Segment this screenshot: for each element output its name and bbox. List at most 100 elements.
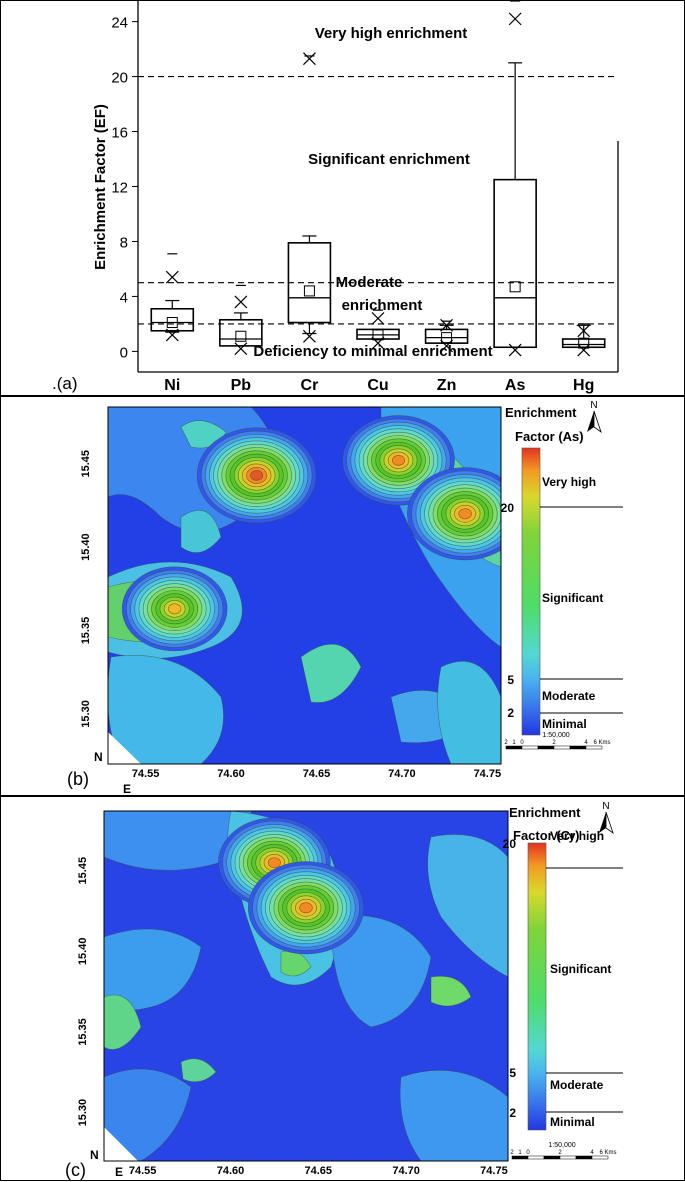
y-tick-label: 0 (120, 344, 128, 361)
extreme-min-marker (577, 343, 591, 357)
scale-tick-label: 4 (590, 1150, 594, 1156)
north-corner-label: N (94, 750, 103, 764)
scale-segment (575, 1155, 593, 1160)
surface-region (104, 994, 142, 1050)
longitude-label: 74.65 (305, 1165, 333, 1177)
scale-segment (505, 745, 523, 750)
surface-region (180, 1058, 217, 1083)
x-category-label: As (505, 377, 526, 394)
longitude-label: 74.70 (388, 768, 416, 780)
scale-tick-label: 1 (512, 740, 516, 746)
annotation-very-high: Very high enrichment (315, 25, 468, 42)
scale-text: 1:50,000 (542, 732, 569, 739)
box-iqr (356, 328, 400, 340)
scale-tick-label: 4 (584, 740, 588, 746)
surface-region (430, 975, 472, 1007)
north-arrow-icon: N (587, 400, 602, 434)
latitude-label: 15.30 (77, 1099, 89, 1127)
y-tick-label: 12 (111, 180, 128, 197)
box-iqr (424, 328, 469, 344)
y-tick-label: 24 (111, 15, 128, 32)
north-arrow-letter: N (590, 400, 597, 411)
longitude-label: 74.75 (474, 768, 502, 780)
annotation-significant: Significant enrichment (308, 151, 470, 168)
longitude-label: 74.60 (217, 1165, 245, 1177)
latitude-labels: 15.45 15.40 15.35 15.30 (77, 857, 89, 1126)
legend-value-label: 5 (509, 1066, 516, 1080)
latitude-label: 15.45 (77, 857, 89, 885)
map-frame (103, 810, 509, 1162)
legend-value-label: 2 (507, 706, 514, 720)
x-category-label: Zn (437, 377, 457, 394)
east-corner-label: E (115, 1165, 123, 1179)
latitude-label: 15.40 (77, 938, 89, 966)
box-pb (219, 284, 263, 356)
mean-marker (509, 281, 521, 293)
box-zn (424, 318, 469, 353)
threshold-lines (138, 76, 618, 325)
annotation-minimal: Deficiency to minimal enrichment (253, 343, 492, 360)
scale-tick-label: 2 (558, 1150, 562, 1156)
box-group (150, 1, 606, 357)
box-ni (150, 253, 195, 342)
boxplot-panel: Enrichment Factor (EF) .(a) 0 4 8 12 16 20 24 … (0, 0, 685, 396)
north-corner-label: N (90, 1148, 99, 1162)
panel-label-a: .(a) (52, 374, 78, 393)
legend-class-label: Significant (542, 591, 603, 605)
scale-segment (553, 745, 571, 750)
latitude-label: 15.35 (77, 1018, 89, 1046)
surface-region (180, 420, 227, 449)
mean-marker (441, 332, 453, 344)
mean-marker (372, 329, 384, 341)
extreme-min-marker (371, 336, 385, 350)
box-iqr (561, 338, 606, 349)
extreme-min-marker (303, 329, 316, 343)
panel-label-b: (b) (67, 769, 89, 789)
mean-marker (166, 317, 178, 329)
longitude-label: 74.60 (217, 768, 245, 780)
legend-class-label: Moderate (542, 689, 596, 703)
legend-title-line1: Enrichment (505, 405, 577, 420)
x-category-label: Hg (573, 377, 594, 394)
surface-region (399, 1070, 508, 1161)
legend-value-label: 20 (503, 837, 517, 851)
x-category-label: Cu (367, 377, 388, 394)
extreme-min-marker (440, 339, 453, 353)
legend-class-label: Significant (550, 962, 611, 976)
annotation-moderate: Moderate (336, 274, 403, 291)
mean-marker (303, 285, 315, 297)
enrichment-surface (104, 811, 508, 1161)
east-corner-label: E (123, 782, 131, 796)
mean-marker (235, 330, 247, 342)
latitude-label: 15.30 (80, 700, 92, 728)
north-arrow-left (599, 812, 606, 833)
scale-segment (591, 1155, 609, 1160)
box-cu (356, 309, 400, 350)
box-hg (561, 323, 606, 357)
extreme-min-marker (165, 328, 179, 342)
legend-class-label: Minimal (550, 1115, 595, 1129)
x-category-label: Ni (164, 377, 180, 394)
map-frame (107, 406, 502, 765)
north-arrow-right (605, 811, 614, 835)
longitude-label: 74.55 (132, 768, 160, 780)
legend-title-line2: Factor (Cr) (513, 828, 579, 843)
scale-tick-label: 0 (520, 740, 524, 746)
x-category-labels: Ni Pb Cr Cu Zn As Hg (164, 377, 594, 394)
x-category-label: Cr (301, 377, 319, 394)
north-arrow-left (587, 411, 594, 432)
legend: Very high Significant Moderate Minimal 20 5 2 (501, 447, 623, 736)
longitude-labels: 74.55 74.60 74.65 74.70 74.75 (129, 1165, 508, 1177)
extreme-max-marker (440, 318, 453, 332)
scale-segment (511, 1155, 529, 1160)
extreme-max-marker (371, 311, 385, 325)
surface-region (300, 643, 362, 703)
legend-title-line1: Enrichment (509, 805, 581, 820)
legend-value-label: 2 (509, 1106, 516, 1120)
longitude-label: 74.65 (303, 768, 331, 780)
longitude-label: 74.55 (129, 1165, 157, 1177)
scale-segment (585, 745, 603, 750)
map-as: 15.45 15.40 15.35 15.30 74.55 74.60 74.65 74.7… (67, 400, 623, 796)
north-arrow-right (593, 410, 602, 434)
